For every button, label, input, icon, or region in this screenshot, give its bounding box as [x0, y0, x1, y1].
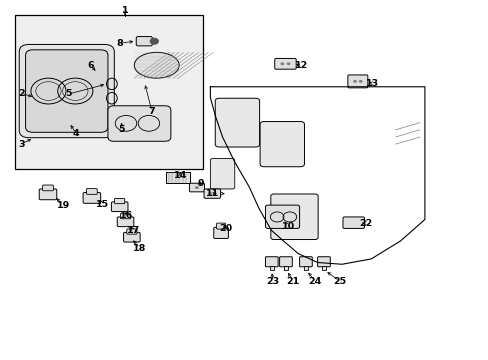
FancyBboxPatch shape [126, 229, 137, 234]
Bar [321, 266, 325, 270]
Text: 25: 25 [332, 276, 346, 285]
Text: 15: 15 [95, 200, 108, 209]
Text: 3: 3 [18, 140, 24, 149]
Circle shape [212, 192, 216, 195]
FancyBboxPatch shape [117, 217, 134, 226]
FancyBboxPatch shape [108, 106, 170, 141]
FancyBboxPatch shape [215, 98, 259, 147]
Text: 1: 1 [122, 6, 128, 15]
FancyBboxPatch shape [299, 257, 312, 267]
Text: 8: 8 [117, 39, 123, 48]
FancyBboxPatch shape [274, 58, 296, 69]
FancyBboxPatch shape [213, 227, 228, 238]
FancyBboxPatch shape [19, 44, 114, 138]
Text: 4: 4 [73, 129, 80, 138]
Text: 18: 18 [133, 244, 146, 253]
FancyBboxPatch shape [120, 213, 130, 219]
Bar [303, 266, 307, 270]
Text: 24: 24 [308, 276, 321, 285]
FancyBboxPatch shape [210, 158, 234, 189]
FancyBboxPatch shape [342, 217, 364, 228]
Text: 5: 5 [65, 89, 72, 98]
Text: 19: 19 [57, 201, 70, 210]
FancyBboxPatch shape [136, 37, 152, 46]
FancyBboxPatch shape [216, 223, 225, 229]
Bar [283, 266, 287, 270]
Text: 20: 20 [219, 224, 232, 233]
Text: 21: 21 [286, 276, 299, 285]
FancyBboxPatch shape [83, 193, 101, 203]
FancyBboxPatch shape [260, 122, 304, 167]
Text: 6: 6 [87, 61, 94, 70]
Text: 22: 22 [358, 219, 371, 228]
FancyBboxPatch shape [165, 172, 190, 183]
FancyBboxPatch shape [42, 185, 53, 191]
Text: 12: 12 [295, 62, 308, 71]
Text: 23: 23 [265, 276, 279, 285]
Ellipse shape [134, 52, 179, 78]
FancyBboxPatch shape [111, 202, 128, 212]
Text: 16: 16 [120, 211, 133, 220]
FancyBboxPatch shape [114, 198, 124, 204]
FancyBboxPatch shape [39, 189, 57, 200]
Circle shape [280, 62, 284, 65]
Text: 14: 14 [173, 171, 186, 180]
FancyBboxPatch shape [25, 50, 108, 132]
FancyBboxPatch shape [317, 257, 330, 267]
FancyBboxPatch shape [265, 205, 299, 228]
Text: 5: 5 [118, 125, 124, 134]
Text: 2: 2 [18, 89, 24, 98]
Circle shape [208, 192, 212, 195]
FancyBboxPatch shape [86, 189, 97, 194]
Text: 13: 13 [365, 79, 378, 88]
Circle shape [286, 62, 290, 65]
FancyBboxPatch shape [203, 189, 220, 198]
FancyBboxPatch shape [189, 183, 204, 192]
Text: 9: 9 [197, 179, 203, 188]
FancyBboxPatch shape [265, 257, 278, 267]
Text: 10: 10 [281, 222, 294, 231]
FancyBboxPatch shape [347, 75, 367, 88]
Text: 7: 7 [148, 107, 155, 116]
Text: 11: 11 [206, 189, 219, 198]
Circle shape [195, 186, 199, 189]
FancyBboxPatch shape [123, 232, 140, 242]
Circle shape [150, 39, 158, 44]
Bar [269, 266, 273, 270]
Circle shape [352, 80, 356, 83]
FancyBboxPatch shape [279, 257, 292, 267]
Circle shape [358, 80, 362, 83]
FancyBboxPatch shape [270, 194, 318, 239]
Text: 17: 17 [126, 226, 140, 235]
Bar [15, 15, 203, 169]
